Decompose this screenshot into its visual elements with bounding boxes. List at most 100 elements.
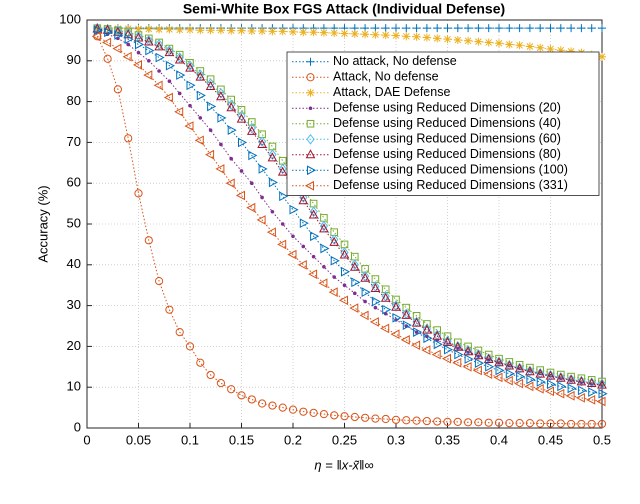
- data-point: [381, 290, 390, 302]
- data-point: [175, 328, 184, 337]
- data-point: [308, 209, 319, 219]
- data-point: [587, 419, 596, 429]
- data-point: [557, 381, 567, 392]
- data-point: [598, 388, 608, 399]
- data-point: [208, 128, 213, 132]
- data-point: [310, 231, 320, 242]
- data-point: [495, 39, 503, 48]
- data-point: [174, 54, 185, 64]
- data-point: [103, 24, 112, 35]
- data-point: [431, 349, 441, 360]
- data-point: [257, 136, 267, 147]
- data-point: [546, 370, 555, 381]
- data-point: [452, 341, 463, 351]
- data-point: [381, 24, 390, 33]
- data-point: [298, 195, 309, 205]
- x-tick-label: 0.1: [181, 432, 199, 447]
- data-point: [525, 365, 535, 377]
- data-point: [474, 37, 483, 46]
- data-point: [515, 41, 524, 50]
- data-point: [534, 383, 544, 394]
- x-tick-label: 0.5: [593, 432, 611, 447]
- data-point: [515, 24, 524, 33]
- data-point: [341, 266, 351, 277]
- series-line: [97, 28, 603, 386]
- legend-label: Attack, No defense: [333, 70, 439, 84]
- data-point: [154, 39, 164, 50]
- data-point: [266, 227, 276, 237]
- data-point: [359, 310, 369, 321]
- data-point: [277, 166, 288, 176]
- data-point: [247, 395, 256, 404]
- data-point: [145, 45, 155, 56]
- data-point: [163, 92, 173, 103]
- data-point: [268, 27, 277, 36]
- data-point: [328, 287, 338, 297]
- data-point: [484, 24, 493, 33]
- data-point: [485, 361, 495, 372]
- data-point: [587, 376, 596, 384]
- data-point: [494, 357, 504, 367]
- legend-marker: [307, 165, 317, 176]
- data-point: [349, 261, 360, 271]
- data-point: [411, 340, 421, 351]
- data-point: [546, 368, 555, 377]
- data-point: [443, 417, 452, 426]
- series-line: [97, 31, 603, 387]
- data-point: [122, 51, 132, 62]
- data-point: [596, 396, 606, 407]
- data-point: [353, 291, 357, 296]
- data-point: [248, 150, 258, 161]
- data-point: [155, 25, 164, 34]
- data-point: [567, 372, 575, 381]
- data-point: [299, 192, 308, 203]
- data-point: [443, 332, 452, 340]
- data-point: [226, 102, 237, 112]
- data-point: [463, 346, 473, 356]
- data-point: [392, 313, 402, 323]
- data-point: [227, 26, 236, 35]
- plot-frame: [86, 19, 603, 429]
- data-point: [319, 28, 328, 37]
- data-point: [565, 390, 575, 401]
- legend-label: Attack, DAE Defense: [333, 85, 450, 99]
- data-point: [402, 320, 412, 331]
- data-point: [177, 91, 182, 96]
- data-point: [401, 309, 412, 319]
- legend-label: Defense using Reduced Dimensions (40): [333, 116, 561, 130]
- data-point: [577, 375, 586, 387]
- data-point: [587, 377, 596, 389]
- data-point: [175, 52, 184, 63]
- data-point: [363, 299, 367, 304]
- data-point: [555, 372, 566, 382]
- data-point: [536, 419, 545, 428]
- data-point: [381, 31, 390, 40]
- data-point: [256, 215, 266, 225]
- data-point: [112, 43, 122, 54]
- data-point: [278, 403, 287, 412]
- y-tick-label: 20: [67, 338, 81, 353]
- data-point: [126, 42, 130, 47]
- y-tick-label: 30: [67, 297, 81, 312]
- data-point: [198, 116, 203, 120]
- data-point: [473, 350, 484, 360]
- data-point: [474, 346, 483, 355]
- data-point: [402, 32, 411, 41]
- data-point: [124, 34, 134, 45]
- data-point: [371, 414, 380, 423]
- series-line: [96, 36, 602, 425]
- data-point: [270, 209, 275, 214]
- data-point: [216, 379, 225, 388]
- legend-box: [286, 51, 600, 196]
- data-point: [196, 358, 205, 367]
- data-point: [196, 67, 205, 75]
- data-point: [216, 91, 226, 101]
- data-point: [319, 223, 329, 233]
- legend-marker: [306, 88, 315, 97]
- data-point: [526, 374, 536, 385]
- legend-marker: [305, 149, 316, 159]
- data-point: [495, 24, 503, 33]
- data-point: [494, 356, 504, 368]
- data-point: [237, 391, 246, 400]
- data-point: [350, 29, 359, 38]
